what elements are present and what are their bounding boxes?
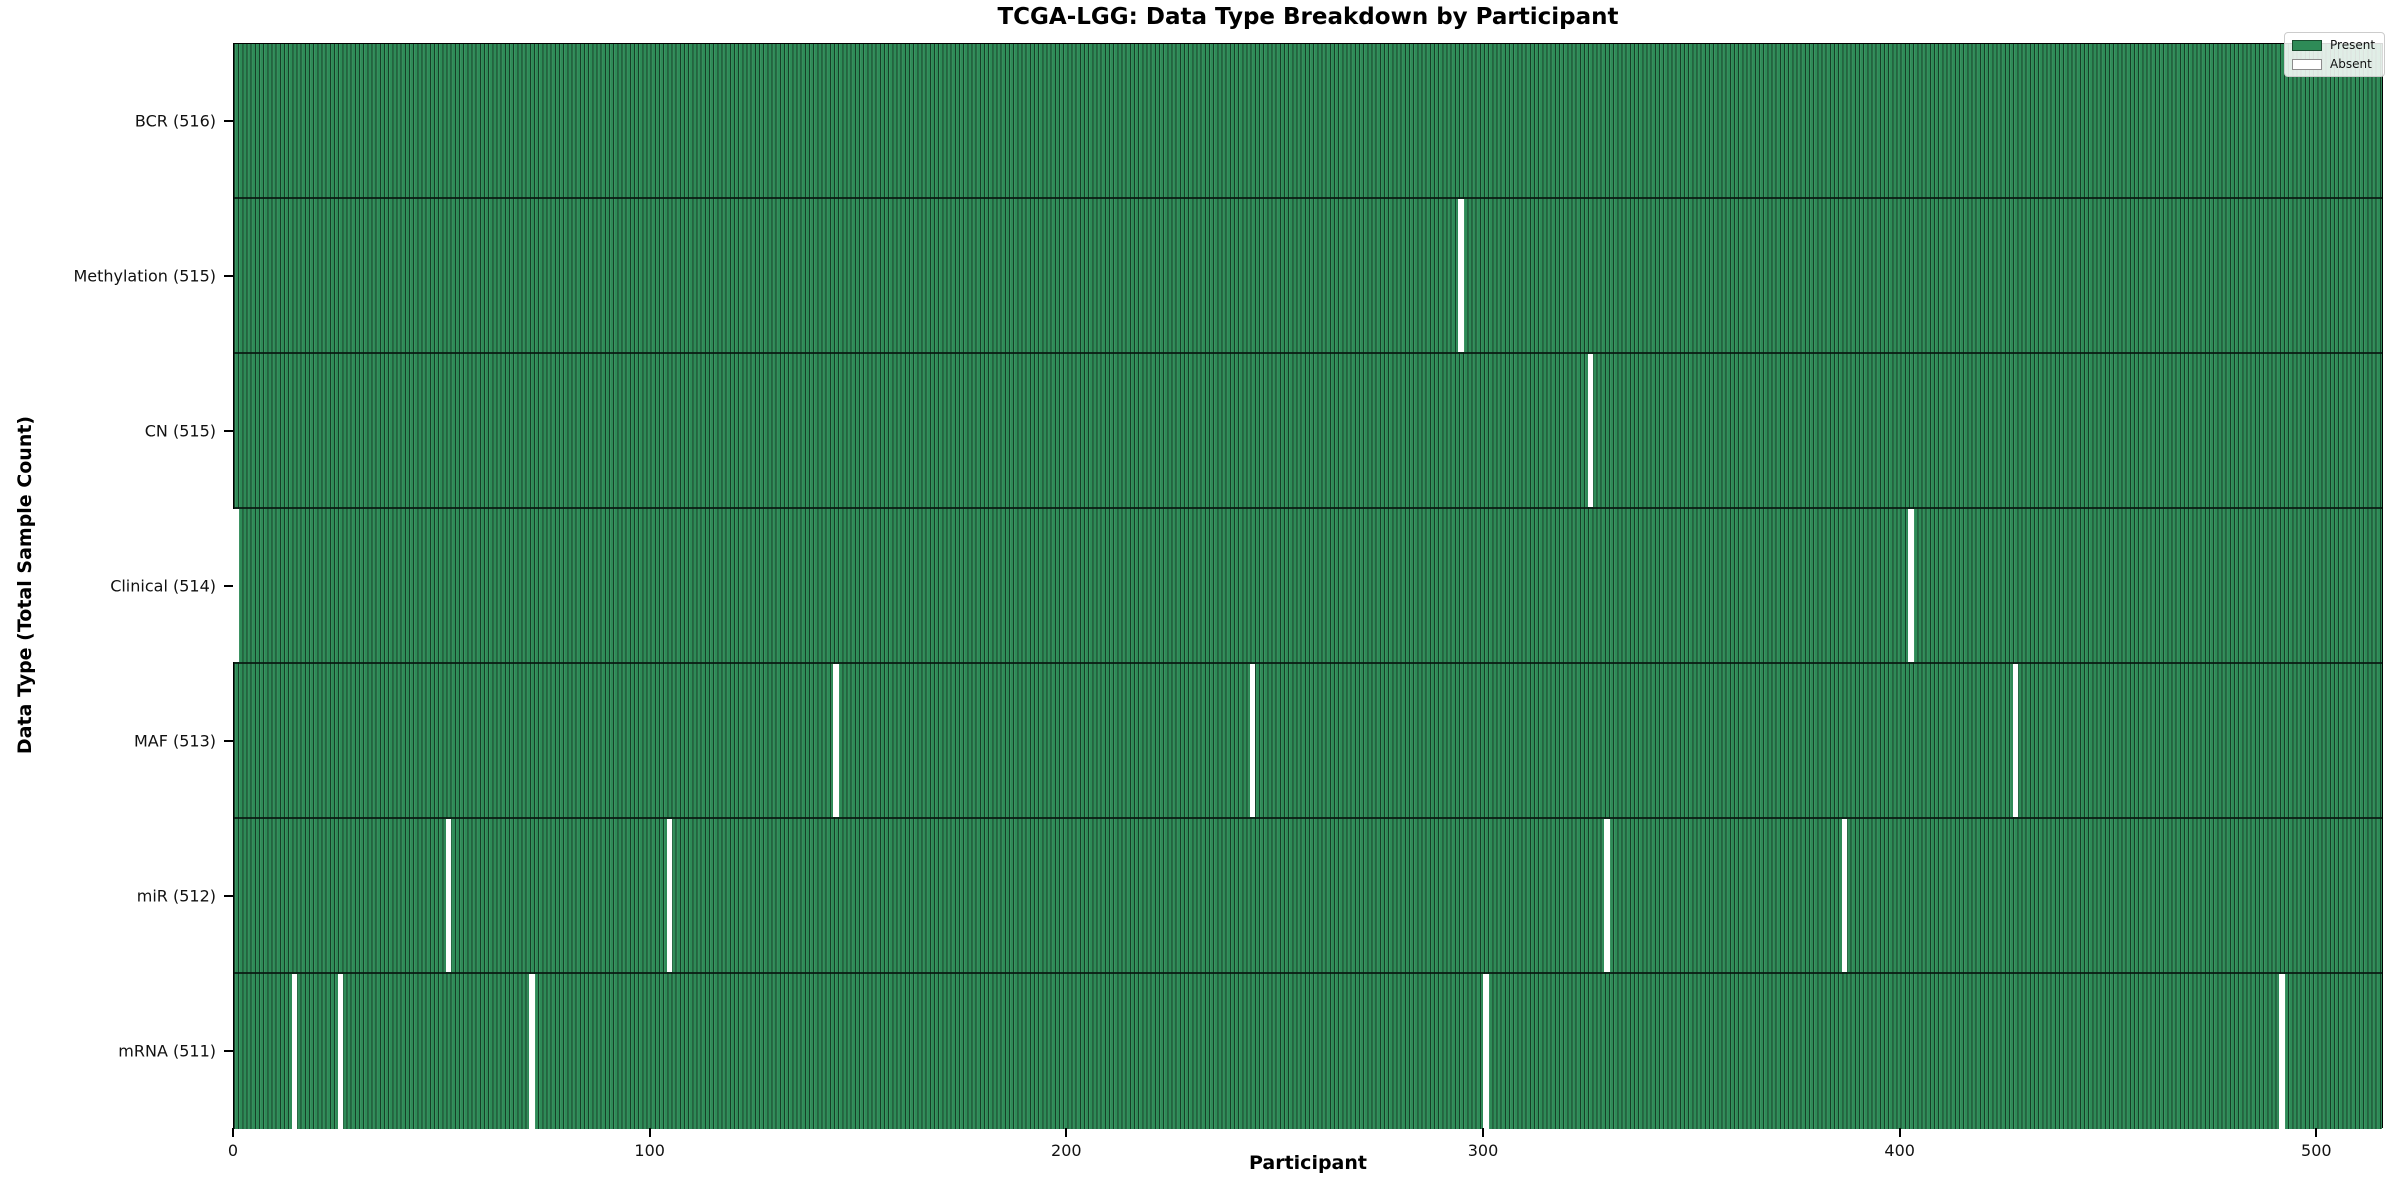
absent-gap-miR-386 — [1841, 819, 1848, 972]
y-tick-mark — [224, 274, 233, 277]
legend-item-absent: Absent — [2292, 57, 2375, 71]
x-tick-label-0: 0 — [227, 1141, 239, 1160]
x-tick-mark — [1482, 1128, 1484, 1137]
x-tick-mark — [2315, 1128, 2318, 1137]
heatmap-row-miR — [234, 819, 2382, 974]
x-tick-label-400: 400 — [1884, 1141, 1915, 1160]
x-tick-mark — [232, 1128, 234, 1137]
x-axis-label: Participant — [1248, 1152, 1367, 1174]
legend-label-absent: Absent — [2330, 57, 2372, 71]
y-tick-label-Methylation: Methylation (515) — [73, 266, 216, 285]
absent-gap-MAF-427 — [2012, 664, 2018, 817]
x-tick-label-500: 500 — [2301, 1141, 2332, 1160]
absent-gap-MAF-244 — [1250, 664, 1256, 817]
heatmap-row-BCR — [234, 44, 2382, 199]
x-tick-mark — [648, 1128, 651, 1137]
legend-item-present: Present — [2292, 38, 2375, 52]
absent-gap-MAF-144 — [833, 664, 839, 817]
absent-gap-Clinical-402 — [1908, 509, 1914, 662]
x-tick-mark — [1065, 1128, 1068, 1137]
legend: Present Absent — [2284, 32, 2386, 77]
y-tick-label-MAF: MAF (513) — [133, 731, 216, 750]
heatmap-row-Methylation — [234, 199, 2382, 354]
y-tick-mark — [224, 739, 233, 742]
x-tick-label-200: 200 — [1051, 1141, 1082, 1160]
present-swatch — [2292, 39, 2322, 51]
heatmap-row-MAF — [234, 664, 2382, 819]
y-tick-mark — [224, 119, 233, 122]
y-tick-mark — [224, 1049, 233, 1052]
absent-gap-CN-325 — [1587, 354, 1593, 507]
absent-gap-mRNA-71 — [529, 974, 535, 1129]
x-tick-label-100: 100 — [634, 1141, 665, 1160]
absent-gap-Clinical-0 — [233, 509, 239, 662]
heatmap-row-mRNA — [234, 974, 2382, 1129]
chart-title: TCGA-LGG: Data Type Breakdown by Partici… — [997, 4, 1619, 30]
plot-area — [233, 43, 2383, 1129]
y-tick-mark — [224, 584, 233, 587]
y-tick-mark — [224, 429, 233, 432]
absent-gap-miR-329 — [1604, 819, 1610, 972]
y-tick-label-miR: miR (512) — [136, 886, 216, 905]
x-tick-mark — [1898, 1128, 1901, 1137]
absent-swatch — [2292, 58, 2322, 70]
heatmap-row-Clinical — [233, 509, 2382, 664]
y-tick-mark — [224, 894, 233, 897]
absent-gap-miR-51 — [445, 819, 452, 972]
y-tick-label-CN: CN (515) — [144, 421, 216, 440]
x-tick-label-300: 300 — [1467, 1141, 1499, 1160]
absent-gap-mRNA-300 — [1483, 974, 1489, 1129]
y-tick-label-mRNA: mRNA (511) — [118, 1041, 216, 1060]
legend-label-present: Present — [2330, 38, 2376, 52]
absent-gap-Methylation-294 — [1458, 199, 1464, 352]
absent-gap-miR-104 — [666, 819, 673, 972]
y-tick-label-Clinical: Clinical (514) — [110, 576, 216, 595]
absent-gap-mRNA-14 — [291, 974, 298, 1129]
absent-gap-mRNA-491 — [2279, 974, 2285, 1129]
heatmap-row-CN — [234, 354, 2382, 509]
absent-gap-mRNA-25 — [337, 974, 343, 1129]
y-tick-label-BCR: BCR (516) — [134, 111, 216, 130]
